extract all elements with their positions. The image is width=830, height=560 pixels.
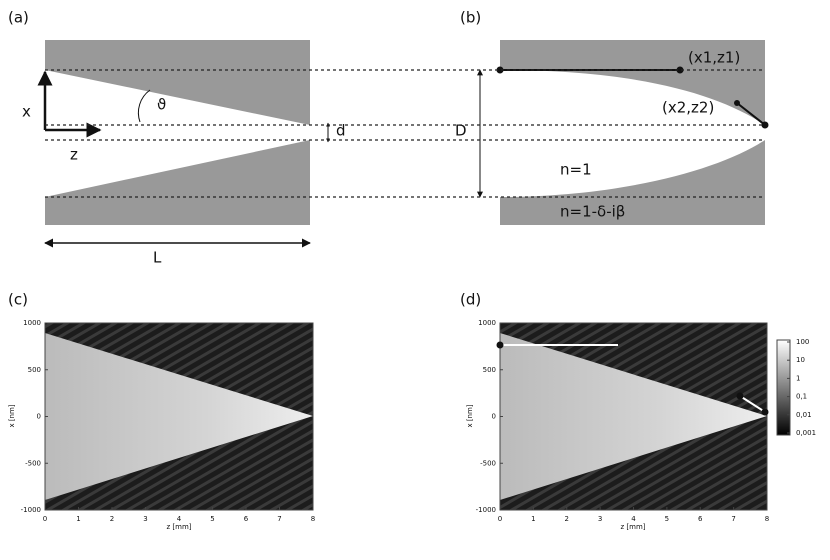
panel-b: (b) (x1,z1) (x2,z2) n=1 n=1-δ-iβ (460, 9, 769, 225)
gap-label: d (336, 122, 346, 140)
x-tick-label: 3 (598, 515, 602, 523)
panel-label: (c) (8, 291, 28, 309)
colorbar-tick-label: 1 (796, 374, 800, 382)
x-axis-label: z [mm] (167, 523, 192, 531)
index-label: n=1-δ-iβ (560, 203, 625, 221)
angle-arc (137, 89, 151, 123)
colorbar (776, 339, 791, 436)
y-tick-label: -1000 (21, 506, 41, 514)
index-label: n=1 (560, 161, 592, 179)
point (736, 392, 744, 400)
segment (736, 102, 766, 126)
point-label: (x1,z1) (688, 49, 740, 67)
x-tick-label: 5 (665, 515, 669, 523)
length-label: L (153, 249, 162, 267)
x-tick-label: 6 (244, 515, 249, 523)
panel-c: (c) z [mm] x [nm] (8, 291, 314, 531)
point (496, 66, 504, 74)
y-tick-label: 500 (28, 366, 41, 374)
point (496, 341, 504, 349)
y-axis-label: x [nm] (8, 404, 16, 427)
colorbar-tick-label: 0,1 (796, 393, 807, 401)
panel-label: (b) (460, 9, 481, 27)
lens-profile (500, 40, 765, 225)
y-tick-label: -1000 (476, 506, 496, 514)
lens-top (45, 40, 310, 125)
colorbar-tick-label: 0,001 (796, 429, 816, 437)
x-tick-label: 4 (177, 515, 182, 523)
x-tick-label: 2 (110, 515, 114, 523)
x-tick-label: 1 (76, 515, 80, 523)
point (761, 121, 769, 129)
colorbar-tick-label: 0,01 (796, 411, 812, 419)
colorbar-tick-label: 100 (796, 338, 809, 346)
axis-label: x (22, 103, 31, 121)
y-tick-label: 500 (483, 366, 496, 374)
x-tick-label: 3 (143, 515, 147, 523)
diameter-label: D (455, 122, 467, 140)
panel-d: (d) z [mm] x [nm] (460, 291, 791, 531)
panel-label: (d) (460, 291, 481, 309)
point (761, 408, 769, 416)
y-tick-label: 0 (37, 413, 41, 421)
heatmap-beam (45, 333, 313, 500)
y-tick-label: -500 (25, 459, 41, 467)
x-tick-label: 8 (311, 515, 315, 523)
x-tick-label: 7 (731, 515, 735, 523)
segment (739, 395, 766, 413)
colorbar-tick-label: 10 (796, 356, 805, 364)
x-tick-label: 6 (698, 515, 703, 523)
point-label: (x2,z2) (662, 99, 714, 117)
heatmap-beam (500, 333, 767, 500)
angle-label: ϑ (157, 96, 166, 114)
point (734, 100, 740, 106)
x-tick-label: 4 (631, 515, 636, 523)
y-tick-label: -500 (480, 459, 496, 467)
x-tick-label: 1 (531, 515, 535, 523)
x-tick-label: 2 (565, 515, 569, 523)
x-tick-label: 5 (210, 515, 214, 523)
panel-a: (a) x z ϑ d D L (8, 9, 483, 267)
x-axis-label: z [mm] (621, 523, 646, 531)
y-tick-label: 0 (492, 413, 496, 421)
y-tick-label: 1000 (478, 319, 496, 327)
dashed-guides (45, 69, 765, 198)
x-tick-label: 8 (765, 515, 769, 523)
x-tick-label: 0 (43, 515, 47, 523)
y-tick-label: 1000 (23, 319, 41, 327)
point (676, 66, 684, 74)
axis-label: z (70, 146, 78, 164)
panel-label: (a) (8, 9, 29, 27)
y-axis-label: x [nm] (466, 404, 474, 427)
x-tick-label: 7 (277, 515, 281, 523)
x-tick-label: 0 (498, 515, 502, 523)
lens-bottom (45, 140, 310, 225)
